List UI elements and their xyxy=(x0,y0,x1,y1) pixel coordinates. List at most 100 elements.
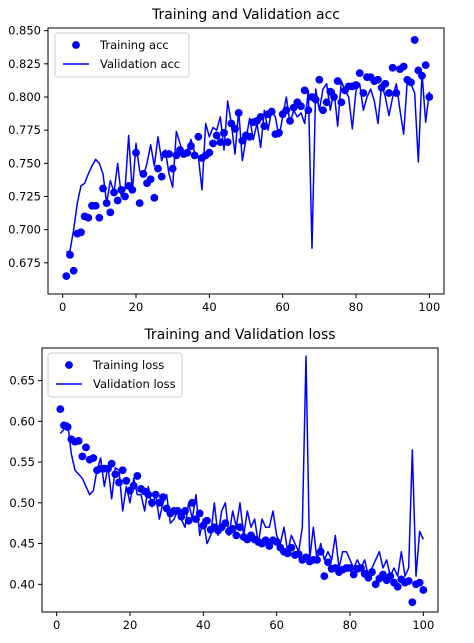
loss-legend-label: Training loss xyxy=(92,358,164,372)
loss-x-tick-label: 80 xyxy=(343,618,358,632)
loss-x-tick-label: 20 xyxy=(123,618,138,632)
acc-x-tick-label: 20 xyxy=(129,300,144,314)
loss-legend-box xyxy=(47,352,183,398)
acc-series-0-point xyxy=(256,112,265,121)
acc-series-0-point xyxy=(315,75,324,84)
loss-plot-frame xyxy=(41,347,439,613)
acc-y-tick-label: 0.825 xyxy=(8,57,41,71)
acc-series-0-point xyxy=(157,172,166,181)
acc-x-tick-label: 40 xyxy=(202,300,217,314)
loss-series-0-point xyxy=(232,531,241,540)
loss-series-0-point xyxy=(349,570,358,579)
loss-series-0-point xyxy=(203,516,211,525)
acc-series-0-point xyxy=(168,164,177,173)
loss-x-tick-label: 0 xyxy=(53,618,60,632)
acc-series-0-point xyxy=(319,106,327,115)
acc-y-tick-label: 0.800 xyxy=(8,90,41,104)
acc-legend: Training acc Validation acc xyxy=(54,32,190,78)
acc-series-0-point xyxy=(300,86,309,95)
acc-y-tick-label: 0.775 xyxy=(8,123,41,137)
acc-series-0-point xyxy=(62,272,71,280)
loss-legend: Training loss Validation loss xyxy=(47,352,183,398)
loss-series-0-point xyxy=(393,582,402,591)
loss-series-0-point xyxy=(122,476,131,485)
acc-series-0-point xyxy=(212,131,221,140)
acc-series-0-point xyxy=(355,69,364,78)
loss-x-tick-label: 100 xyxy=(412,618,434,632)
loss-series-0-point xyxy=(324,558,332,567)
loss-series-0-point xyxy=(404,577,413,585)
acc-series-0-point xyxy=(297,102,305,111)
loss-chart-title: Training and Validation loss xyxy=(143,327,335,343)
loss-series-0-point xyxy=(408,598,417,607)
loss-series-0-point xyxy=(283,549,292,558)
loss-series-0-point xyxy=(74,436,83,445)
loss-series-0-point xyxy=(346,564,354,572)
loss-chart: Training and Validation loss 0 20 40 60 80 100… xyxy=(9,327,439,632)
acc-legend-marker-key xyxy=(72,41,80,49)
acc-y-tick-label: 0.725 xyxy=(8,189,41,203)
loss-y-tick-label: 0.60 xyxy=(9,414,35,428)
acc-series-0-point xyxy=(165,150,173,158)
acc-legend-label: Validation acc xyxy=(100,57,180,71)
loss-x-tick-label: 60 xyxy=(269,618,284,632)
loss-y-tick-label: 0.45 xyxy=(9,537,35,551)
acc-series-0-point xyxy=(194,132,203,141)
acc-legend-label: Training acc xyxy=(99,38,169,52)
acc-series-0-point xyxy=(113,196,122,205)
acc-series-0-point xyxy=(154,164,162,173)
acc-series-0-point xyxy=(91,201,100,210)
acc-series-0-point xyxy=(77,228,85,237)
acc-series-0-point xyxy=(146,175,155,184)
acc-x-tick-label: 80 xyxy=(349,300,364,314)
acc-series-0-point xyxy=(407,78,415,87)
loss-series-0-point xyxy=(364,573,373,582)
loss-y-tick-label: 0.50 xyxy=(9,496,35,510)
loss-series-0-point xyxy=(144,490,153,499)
acc-series-0-point xyxy=(106,208,115,217)
loss-series-0-point xyxy=(261,536,270,545)
loss-y-tick-label: 0.65 xyxy=(9,374,35,388)
loss-series-0-point xyxy=(56,405,65,414)
acc-series-0-point xyxy=(245,132,254,141)
acc-series-0-point xyxy=(223,138,232,146)
loss-series-0-point xyxy=(118,466,127,475)
acc-series-0-point xyxy=(66,250,74,259)
acc-series-0-point xyxy=(399,62,408,71)
loss-legend-label: Validation loss xyxy=(93,377,176,391)
accuracy-chart: Training and Validation acc 0 20 40 60 80 100 0… xyxy=(8,7,445,314)
acc-series-1-line xyxy=(66,72,431,253)
loss-series-0-point xyxy=(133,472,142,480)
loss-series-0-point xyxy=(115,478,123,487)
acc-chart-title: Training and Validation acc xyxy=(151,7,340,23)
acc-series-0-point xyxy=(135,199,144,208)
acc-series-0-point xyxy=(205,148,214,157)
acc-series-0-point xyxy=(209,139,217,148)
acc-series-0-point xyxy=(69,266,78,275)
acc-y-tick-label: 0.700 xyxy=(8,223,41,237)
acc-plot-frame xyxy=(47,27,445,295)
loss-series-0-point xyxy=(379,570,387,579)
loss-y-tick-label: 0.40 xyxy=(9,577,35,591)
loss-series-0-point xyxy=(371,580,380,589)
loss-series-0-point xyxy=(320,572,329,581)
loss-series-1-line xyxy=(59,355,425,577)
acc-y-tick-label: 0.850 xyxy=(8,24,41,38)
loss-series-0-point xyxy=(415,578,424,587)
acc-series-0-point xyxy=(385,89,393,97)
acc-x-tick-label: 60 xyxy=(275,300,290,314)
acc-series-0-point xyxy=(84,213,93,222)
acc-series-0-point xyxy=(388,63,397,72)
loss-series-0-point xyxy=(107,459,116,468)
acc-series-0-point xyxy=(410,36,419,44)
loss-series-0-point xyxy=(89,454,98,462)
loss-x-tick-label: 40 xyxy=(196,618,211,632)
acc-series-0-point xyxy=(337,98,346,107)
loss-series-0-point xyxy=(294,550,303,559)
acc-series-0-point xyxy=(183,148,192,157)
acc-series-0-point xyxy=(374,75,382,84)
acc-y-tick-label: 0.750 xyxy=(8,156,41,170)
acc-legend-box xyxy=(54,32,190,78)
loss-series-0-point xyxy=(111,470,120,479)
acc-series-0-point xyxy=(381,79,390,88)
